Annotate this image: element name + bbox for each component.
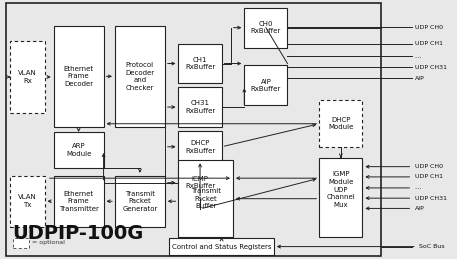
Text: UDP CH0: UDP CH0 (414, 164, 443, 169)
FancyBboxPatch shape (179, 131, 222, 163)
Text: UDP CH1: UDP CH1 (414, 41, 443, 46)
FancyBboxPatch shape (179, 167, 222, 199)
Text: UDPIP-100G: UDPIP-100G (13, 224, 144, 243)
Text: AIP
RxBuffer: AIP RxBuffer (251, 78, 281, 92)
Text: UDP CH31: UDP CH31 (414, 196, 446, 201)
FancyBboxPatch shape (53, 176, 104, 227)
Text: Ethernet
Frame
Decoder: Ethernet Frame Decoder (64, 66, 94, 87)
FancyBboxPatch shape (179, 87, 222, 127)
Text: UDP CH1: UDP CH1 (414, 174, 443, 179)
Text: UDP CH31: UDP CH31 (414, 65, 446, 70)
Text: UDP CH0: UDP CH0 (414, 25, 443, 30)
Text: AIP: AIP (414, 206, 425, 211)
Text: DHCP
RxBuffer: DHCP RxBuffer (185, 140, 215, 154)
FancyBboxPatch shape (53, 132, 104, 168)
FancyBboxPatch shape (319, 100, 362, 147)
FancyBboxPatch shape (170, 238, 274, 255)
Text: VLAN
Tx: VLAN Tx (18, 195, 37, 208)
Text: Transmit
Packet
Buffer: Transmit Packet Buffer (191, 188, 221, 209)
Text: ICMP
RxBuffer: ICMP RxBuffer (185, 176, 215, 189)
Text: Protocol
Decoder
and
Checker: Protocol Decoder and Checker (125, 62, 154, 91)
Text: IGMP
Module: IGMP Module (328, 171, 354, 185)
FancyBboxPatch shape (179, 160, 233, 237)
Text: CH0
RxBuffer: CH0 RxBuffer (251, 21, 281, 34)
FancyBboxPatch shape (319, 158, 362, 237)
Text: CH31
RxBuffer: CH31 RxBuffer (185, 100, 215, 114)
FancyBboxPatch shape (11, 176, 44, 227)
Text: AIP: AIP (414, 76, 425, 81)
Text: Transmit
Packet
Generator: Transmit Packet Generator (122, 191, 158, 212)
FancyBboxPatch shape (244, 66, 287, 105)
FancyBboxPatch shape (179, 44, 222, 83)
FancyBboxPatch shape (53, 26, 104, 127)
Text: ⋯: ⋯ (414, 54, 421, 59)
Text: UDP
Channel
Mux: UDP Channel Mux (326, 187, 355, 208)
FancyBboxPatch shape (115, 176, 165, 227)
FancyBboxPatch shape (115, 26, 165, 127)
Text: ARP
Module: ARP Module (66, 143, 91, 157)
FancyBboxPatch shape (13, 238, 29, 248)
Text: ⋯: ⋯ (414, 185, 421, 190)
Text: Ethernet
Frame
Transmitter: Ethernet Frame Transmitter (58, 191, 99, 212)
FancyBboxPatch shape (319, 160, 362, 196)
Text: SoC Bus: SoC Bus (419, 244, 445, 249)
FancyBboxPatch shape (244, 8, 287, 47)
Text: DHCP
Module: DHCP Module (328, 117, 354, 131)
FancyBboxPatch shape (11, 41, 44, 113)
Text: = optional: = optional (32, 240, 65, 245)
Text: Control and Status Registers: Control and Status Registers (172, 244, 271, 250)
Text: VLAN
Rx: VLAN Rx (18, 70, 37, 84)
Text: CH1
RxBuffer: CH1 RxBuffer (185, 57, 215, 70)
